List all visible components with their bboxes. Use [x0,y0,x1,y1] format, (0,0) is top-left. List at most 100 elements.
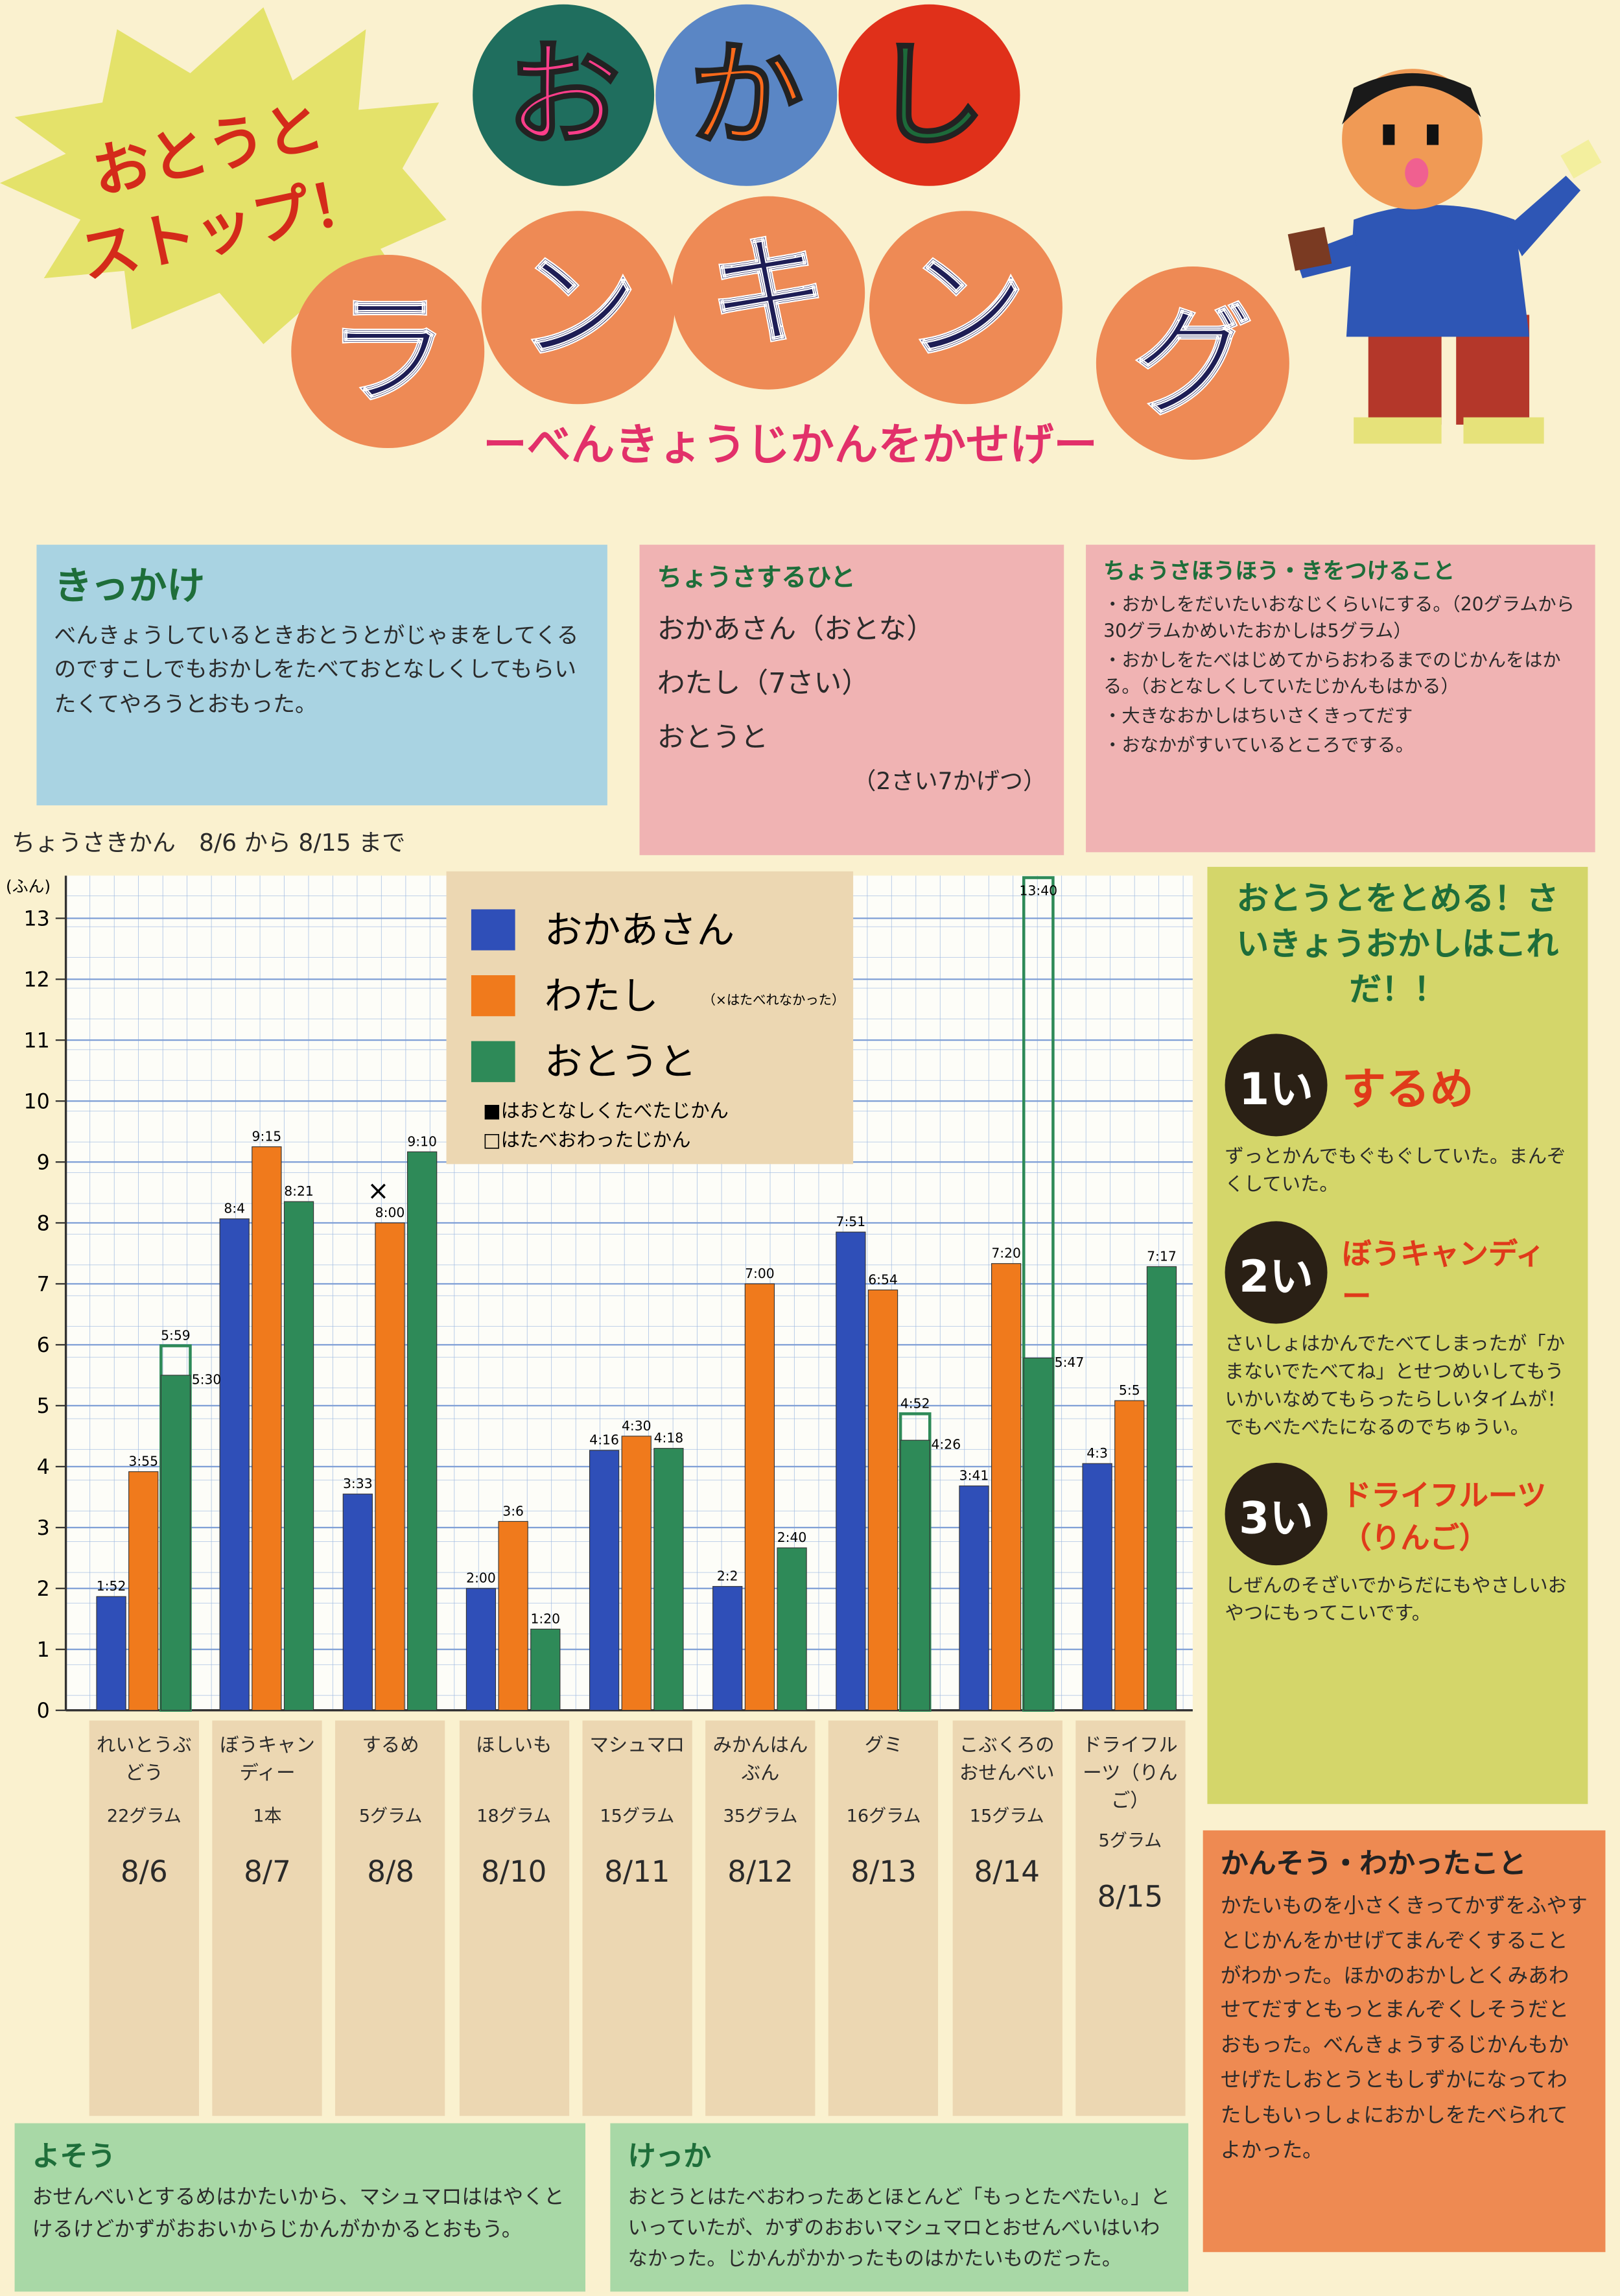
rank-name: するめ [1342,1065,1474,1117]
ranking-heading: おとうとをとめる！さいきょうおかしはこれだ！！ [1236,881,1559,1009]
category-name: みかんはんぶん [712,1735,808,1785]
category-amount: 15グラム [969,1805,1044,1827]
rank-comment: ずっとかんでもぐもぐしていた。まんぞくしていた。 [1225,1147,1566,1197]
y-tick-label: 12 [24,968,50,991]
people-heading: ちょうさするひと [657,563,856,593]
category-card: グミ 16グラム 8/13 [828,1720,939,2116]
method-item: ・おなかがすいているところでする。 [1103,734,1415,757]
category-date: 8/6 [121,1854,168,1889]
reason-body: べんきょうしているときおとうとがじゃまをしてくるのですこしでもおかしをたべておと… [54,622,579,717]
bar [283,1201,314,1711]
title-char: ン [518,237,638,377]
value-label: 2:2 [717,1568,738,1584]
bar [1146,1266,1177,1711]
category-name: グミ [864,1735,903,1757]
value-label: 8:00 [375,1205,405,1220]
title-char: か [689,29,803,162]
category-date: 8/10 [481,1854,547,1889]
y-tick-label: 4 [37,1456,50,1479]
rank-row: 3い ドライフルーツ（りんご） [1225,1463,1571,1567]
value-label: 1:20 [530,1611,560,1626]
category-name: ほしいも [476,1735,552,1757]
category-card: ドライフルーツ（りんご） 5グラム 8/15 [1075,1720,1186,2116]
value-label: 4:16 [589,1432,619,1448]
bar [777,1547,807,1711]
title-circle [473,4,655,186]
bar [867,1289,898,1711]
people-item: おとうと [657,722,769,755]
title-circle [672,196,865,390]
value-label: 8:21 [284,1183,314,1199]
value-label: 4:26 [932,1437,961,1452]
legend-note: □はたべおわったじかん [483,1129,691,1151]
category-date: 8/12 [727,1854,793,1889]
burst-shape [0,7,447,344]
title-circle [869,211,1062,405]
category-name: ドライフルーツ（りんご） [1082,1735,1178,1813]
bar [96,1596,126,1711]
value-label: 7:17 [1147,1248,1177,1264]
rank-name: ドライフルーツ（りんご） [1342,1478,1547,1556]
bar [219,1218,250,1711]
y-tick-label: 0 [37,1699,50,1721]
bar [498,1521,528,1711]
title-circle [838,4,1020,186]
category-name: れいとうぶどう [96,1735,192,1785]
legend-swatch [471,1041,515,1082]
category-card: こぶくろのおせんべい 15グラム 8/14 [952,1720,1062,2116]
impression-body: かたいものを小さくきってかずをふやすとじかんをかせげてまんぞくすることがわかった… [1220,1895,1588,2162]
prediction-heading: よそう [32,2140,116,2173]
y-tick-label: 5 [37,1395,50,1418]
reason-heading: きっかけ [54,565,205,610]
value-label: 7:00 [745,1266,775,1281]
category-name: マシュマロ [589,1735,685,1757]
category-card: マシュマロ 15グラム 8/11 [582,1720,692,2116]
legend-label: わたし [545,974,659,1018]
category-date: 8/11 [604,1854,670,1889]
value-label: 4:18 [654,1430,684,1446]
category-amount: 5グラム [1098,1830,1162,1851]
bar [252,1146,282,1711]
method-item: ・おかしをたべはじめてからおわるまでのじかんをはかる。（おとなしくしていたじかん… [1103,648,1561,698]
bar [407,1151,438,1711]
rank-name: ぼうキャンディー [1342,1236,1545,1314]
value-label: 3:6 [502,1503,524,1519]
value-label: 2:40 [777,1530,807,1545]
bar [1023,1357,1053,1711]
value-label: 3:55 [128,1454,158,1469]
rank-row: 2い ぼうキャンディー [1225,1221,1571,1324]
rank-number: 2い [1225,1221,1328,1324]
category-amount: 22グラム [106,1805,182,1827]
category-date: 8/7 [244,1854,291,1889]
finished-label: 13:40 [1020,883,1058,899]
category-date: 8/8 [367,1854,414,1889]
y-tick-label: 8 [37,1212,50,1235]
title-circle [655,4,838,186]
rank-comment: さいしょはかんでたべてしまったが「かまないでたべてね」とせつめいしてもういかいな… [1225,1334,1566,1439]
bar [1114,1400,1145,1711]
category-date: 8/15 [1097,1878,1164,1914]
title-char: ラ [328,281,448,421]
value-label: 3:33 [343,1476,373,1491]
category-amount: 18グラム [476,1805,552,1827]
category-card: ぼうキャンディー 1本 8/7 [212,1720,323,2116]
finished-label: 4:52 [900,1395,930,1411]
category-date: 8/13 [851,1854,917,1889]
legend-note: （×はたべれなかった） [703,992,845,1008]
title-circle [1096,266,1289,460]
category-amount: 35グラム [723,1805,798,1827]
category-amount: 15グラム [600,1805,675,1827]
y-tick-label: 13 [24,908,50,931]
value-label: 2:00 [466,1570,496,1586]
bar [959,1485,989,1711]
value-label: 5:5 [1119,1382,1140,1398]
period: ちょうさきかん 8/6 から 8/15 まで [12,829,406,857]
y-axis-label: (ふん) [6,877,51,895]
bar [991,1263,1022,1711]
subtitle: ーべんきょうじかんをかせげー [483,419,1098,470]
value-label: 7:20 [991,1246,1021,1261]
category-card: ほしいも 18グラム 8/10 [459,1720,569,2116]
y-tick-label: 7 [37,1273,50,1296]
bar [712,1586,743,1711]
y-tick-label: 6 [37,1334,50,1357]
